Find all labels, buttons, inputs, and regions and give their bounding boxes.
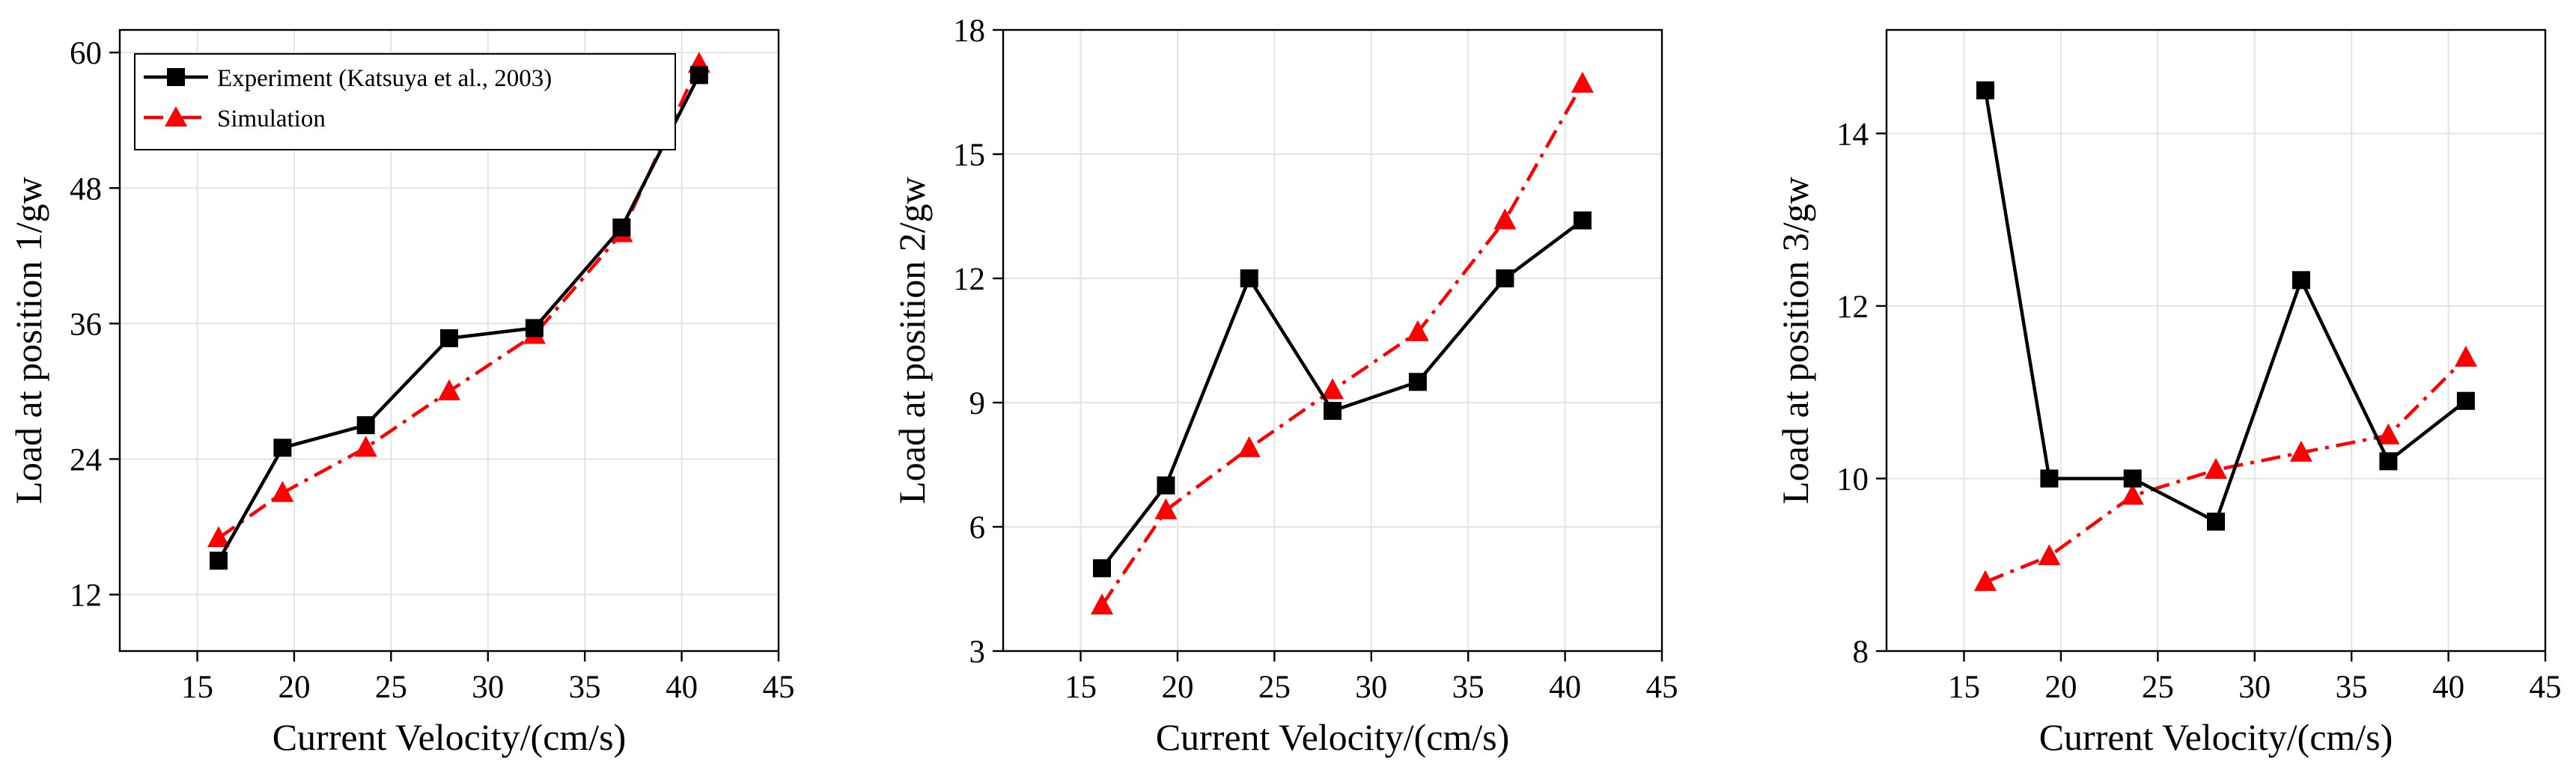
legend-swatch-simulation-marker — [165, 106, 187, 126]
x-tick-label: 30 — [2238, 670, 2271, 705]
chart-panel-3: 15 20 25 30 35 40 45 8 10 12 14 Current Velocity/(… — [1774, 28, 2562, 758]
experiment-point — [2207, 513, 2225, 531]
simulation-point — [2205, 457, 2227, 479]
plot-frame-1 — [118, 28, 780, 653]
plot-frame-3 — [1885, 28, 2547, 653]
simulation-point — [1974, 569, 1997, 591]
simulation-point — [1091, 593, 1113, 615]
y-tick-label: 3 — [969, 635, 986, 670]
chart-panel-2: 15 20 25 30 35 40 45 3 6 9 12 15 18 Current Velocity… — [891, 13, 1678, 758]
x-tick-label: 20 — [278, 670, 310, 705]
y-tick-label: 14 — [1836, 117, 1869, 152]
x-tick-label: 40 — [666, 670, 698, 705]
x-tick-label: 45 — [2530, 670, 2562, 705]
simulation-point — [1493, 208, 1517, 230]
experiment-point — [273, 439, 292, 457]
x-tick-label: 15 — [181, 670, 213, 705]
y-axis-label-2: Load at position 2/gw — [891, 177, 933, 504]
x-tick-label: 40 — [2432, 670, 2464, 705]
y-tick-label: 12 — [953, 262, 985, 297]
simulation-point — [1321, 378, 1344, 400]
plot-frame-2 — [1002, 28, 1663, 653]
experiment-point — [689, 66, 708, 85]
x-tick-label: 35 — [569, 670, 601, 705]
x-tick-label: 30 — [472, 670, 504, 705]
y-tick-label: 9 — [969, 386, 986, 421]
y-tick-label: 60 — [70, 36, 102, 71]
legend-swatch-experiment-marker — [167, 68, 185, 86]
experiment-point — [2292, 271, 2310, 290]
y-tick-label: 15 — [953, 138, 985, 173]
x-tick-label: 35 — [2336, 670, 2368, 705]
experiment-point — [356, 416, 375, 435]
y-tick-label: 48 — [70, 171, 102, 207]
x-tick-label: 20 — [1161, 670, 1193, 705]
y-tick-label: 8 — [1853, 635, 1869, 670]
x-tick-label: 25 — [375, 670, 407, 705]
legend-label-simulation: Simulation — [217, 106, 326, 132]
x-tick-label: 15 — [1065, 670, 1097, 705]
y-tick-label: 18 — [953, 13, 985, 49]
experiment-point — [1573, 211, 1592, 230]
simulation-point — [2038, 544, 2061, 566]
x-tick-label: 20 — [2044, 670, 2077, 705]
experiment-point — [1976, 81, 1994, 100]
experiment-point — [1157, 476, 1175, 495]
x-axis-label-1: Current Velocity/(cm/s) — [272, 716, 627, 758]
experiment-point — [1324, 402, 1342, 421]
experiment-point — [612, 219, 631, 237]
experiment-point — [1240, 269, 1258, 287]
x-tick-label: 40 — [1549, 670, 1581, 705]
chart-panel-1: 15 20 25 30 35 40 45 12 24 36 48 60 Current Velocit… — [7, 28, 795, 758]
legend-label-experiment: Experiment (Katsuya et al., 2003) — [217, 65, 552, 92]
experiment-point — [2040, 469, 2059, 488]
experiment-point — [2379, 452, 2398, 471]
y-tick-label: 24 — [70, 442, 102, 477]
y-tick-label: 12 — [70, 578, 102, 614]
x-tick-label: 25 — [1258, 670, 1291, 705]
y-tick-label: 6 — [969, 510, 986, 546]
y-tick-label: 36 — [70, 307, 102, 342]
simulation-point — [2454, 346, 2477, 367]
simulation-point — [271, 480, 294, 502]
simulation-point — [2377, 423, 2400, 445]
legend-box — [134, 53, 676, 150]
x-tick-label: 35 — [1452, 670, 1485, 705]
experiment-point — [2123, 469, 2142, 488]
y-axis-label-1: Load at position 1/gw — [7, 177, 49, 504]
legend: Experiment (Katsuya et al., 2003) Simula… — [134, 53, 676, 150]
simulation-point — [207, 526, 230, 548]
x-tick-label: 45 — [1646, 670, 1678, 705]
experiment-point — [1408, 373, 1427, 391]
x-axis-label-3: Current Velocity/(cm/s) — [2039, 716, 2393, 758]
experiment-point — [1496, 269, 1514, 287]
simulation-point — [2121, 483, 2144, 505]
simulation-point — [354, 436, 377, 457]
simulation-point — [438, 379, 460, 400]
simulation-point — [1406, 320, 1429, 341]
x-tick-label: 25 — [2142, 670, 2174, 705]
simulation-point — [1154, 498, 1178, 519]
simulation-point — [2289, 440, 2312, 462]
experiment-point — [440, 329, 458, 347]
x-tick-label: 45 — [763, 670, 795, 705]
y-tick-label: 10 — [1836, 462, 1869, 497]
experiment-point — [2456, 391, 2475, 410]
x-tick-label: 15 — [1948, 670, 1980, 705]
experiment-point — [1093, 559, 1111, 578]
x-tick-label: 30 — [1355, 670, 1387, 705]
simulation-point — [1237, 436, 1261, 457]
x-axis-label-2: Current Velocity/(cm/s) — [1156, 716, 1510, 758]
simulation-point — [1571, 71, 1594, 93]
y-axis-label-3: Load at position 3/gw — [1774, 177, 1816, 504]
y-tick-label: 12 — [1836, 290, 1869, 325]
experiment-point — [525, 319, 543, 337]
experiment-point — [210, 552, 228, 570]
